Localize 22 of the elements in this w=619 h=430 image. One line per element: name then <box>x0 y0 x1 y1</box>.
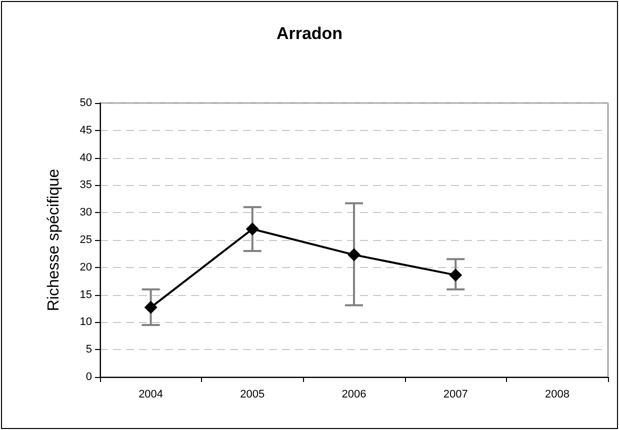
y-tick-label: 15 <box>80 288 92 301</box>
x-tick-label: 2005 <box>240 388 265 400</box>
y-tick-label: 20 <box>80 261 92 274</box>
point <box>449 268 462 282</box>
chart-title: Arradon <box>276 24 343 43</box>
x-tick-label: 2004 <box>138 388 164 400</box>
y-tick-label: 10 <box>80 316 92 328</box>
y-tick-label: 25 <box>80 234 92 246</box>
x-tick-label: 2007 <box>443 388 468 400</box>
y-tick-label: 40 <box>80 152 92 164</box>
point <box>246 222 259 236</box>
y-axis-title: Richesse spécifique <box>46 168 62 312</box>
y-tick-label: 45 <box>80 124 92 136</box>
point <box>144 300 158 314</box>
y-tick-label: 0 <box>86 371 92 383</box>
y-tick-label: 50 <box>80 97 92 109</box>
y-tick-label: 35 <box>80 179 92 192</box>
x-tick-label: 2008 <box>544 388 570 400</box>
y-tick-label: 5 <box>86 344 92 356</box>
point <box>348 248 360 262</box>
y-tick-label: 30 <box>80 206 92 219</box>
x-tick-label: 2006 <box>342 388 366 400</box>
